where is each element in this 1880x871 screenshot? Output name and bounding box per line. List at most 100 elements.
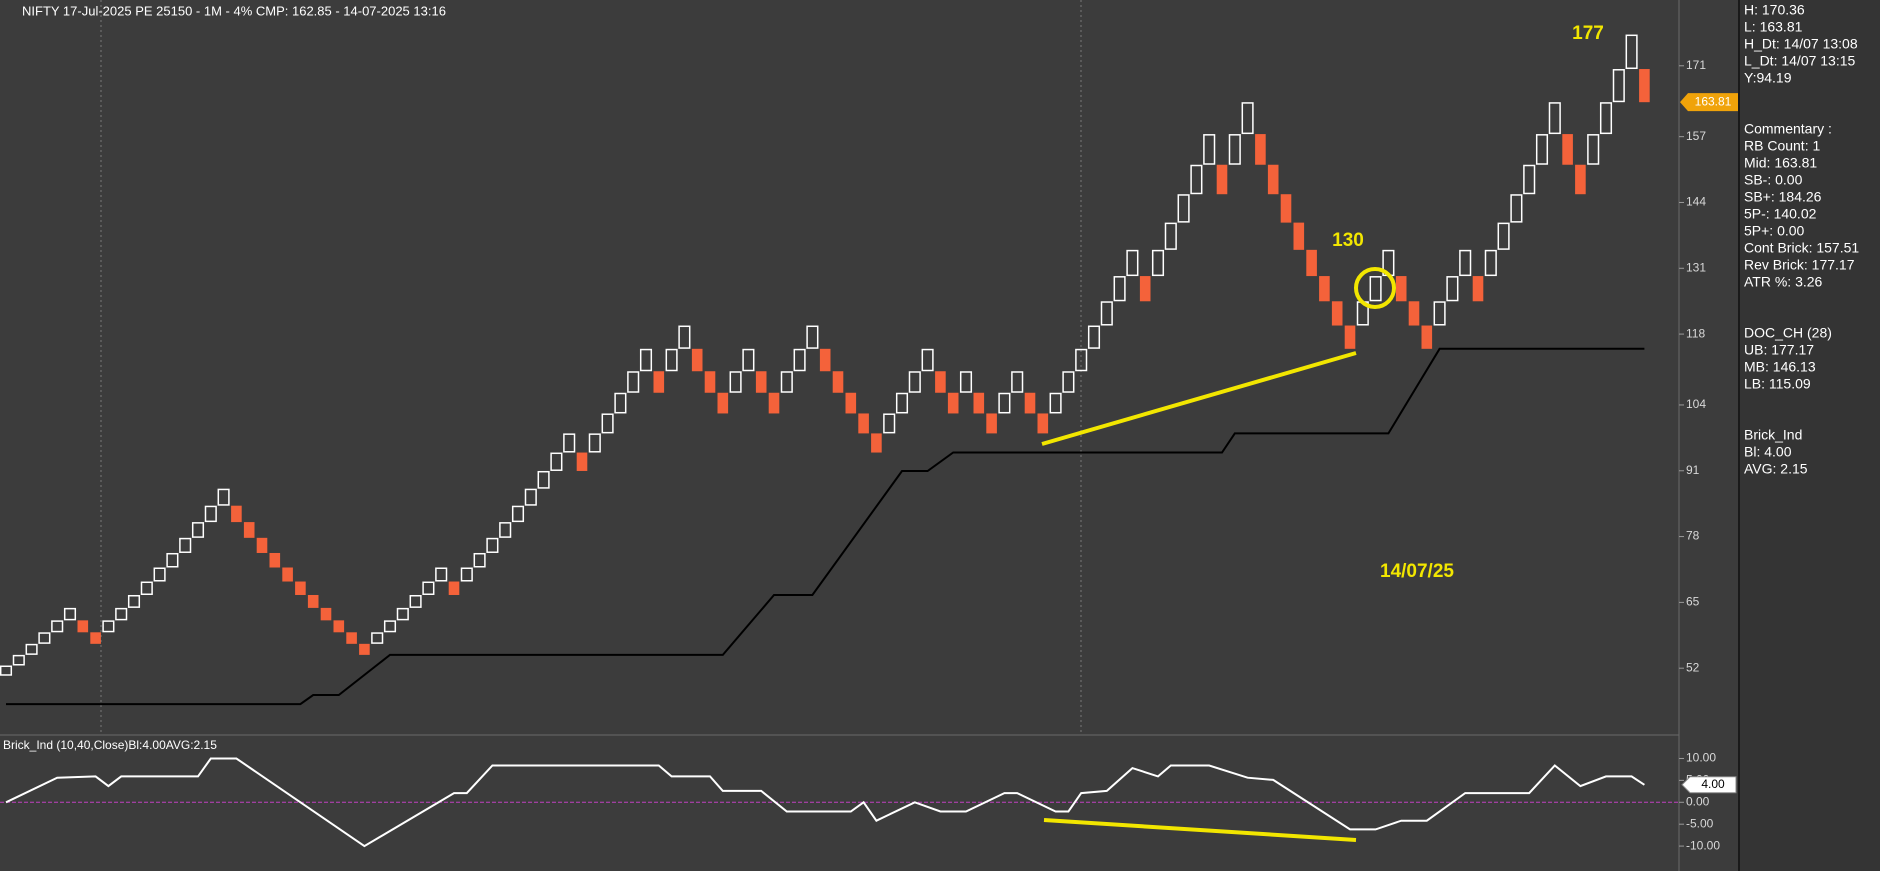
down-brick <box>858 413 869 434</box>
up-brick <box>12 654 25 666</box>
down-brick <box>1344 325 1356 349</box>
info-line: Mid: 163.81 <box>1744 155 1817 171</box>
up-brick <box>1612 69 1625 103</box>
up-brick <box>1087 325 1101 349</box>
y-tick-label: 10.00 <box>1686 751 1716 765</box>
up-brick <box>1113 276 1126 302</box>
up-brick <box>1459 249 1472 277</box>
down-brick <box>935 371 946 393</box>
y-tick-label: 131 <box>1686 260 1706 274</box>
up-brick <box>1190 164 1203 195</box>
up-brick <box>1203 134 1216 165</box>
down-brick <box>871 433 882 453</box>
down-brick <box>1255 134 1266 165</box>
info-line: UB: 177.17 <box>1744 342 1814 358</box>
up-brick <box>1625 34 1638 70</box>
up-brick <box>51 620 64 633</box>
info-line: 5P+: 0.00 <box>1744 223 1805 239</box>
y-tick-label: -5.00 <box>1686 816 1714 830</box>
down-brick <box>1306 249 1317 277</box>
down-brick <box>576 452 588 471</box>
trend-line <box>1041 351 1357 446</box>
up-brick <box>486 537 499 553</box>
down-brick <box>1293 222 1305 250</box>
info-line: 5P-: 140.02 <box>1744 206 1817 222</box>
up-brick <box>115 607 128 621</box>
up-brick <box>409 594 422 608</box>
y-tick-label: 52 <box>1686 660 1700 674</box>
down-brick <box>320 607 332 621</box>
up-brick <box>614 392 627 414</box>
down-brick <box>755 371 767 393</box>
info-line: ATR %: 3.26 <box>1744 274 1823 290</box>
annotation: 130 <box>1332 230 1364 251</box>
up-brick <box>396 607 409 621</box>
y-tick-label: 78 <box>1686 529 1700 543</box>
down-brick <box>1037 413 1049 434</box>
annotation: 14/07/25 <box>1380 561 1454 582</box>
down-brick <box>359 643 370 655</box>
info-line: SB-: 0.00 <box>1744 172 1803 188</box>
down-brick <box>231 505 242 523</box>
down-brick <box>1216 164 1228 195</box>
up-brick <box>511 505 525 523</box>
up-brick <box>550 452 563 471</box>
up-brick <box>793 348 806 372</box>
down-brick <box>768 392 780 414</box>
down-brick <box>986 413 997 434</box>
channel-line <box>6 347 1645 706</box>
down-brick <box>1280 194 1292 223</box>
down-brick <box>653 371 665 393</box>
up-brick <box>1523 164 1536 195</box>
down-brick <box>691 348 703 372</box>
up-brick <box>780 371 793 393</box>
value-tag-label: 4.00 <box>1701 777 1725 791</box>
info-line: SB+: 184.26 <box>1744 189 1822 205</box>
up-brick <box>806 325 819 349</box>
down-brick <box>1331 301 1343 326</box>
up-brick <box>1241 102 1254 135</box>
up-brick <box>371 632 384 644</box>
info-panel: H: 170.36L: 163.81H_Dt: 14/07 13:08L_Dt:… <box>1744 2 1859 477</box>
up-brick <box>1599 102 1613 135</box>
down-brick <box>1395 276 1407 302</box>
up-brick <box>742 348 755 372</box>
y-tick-label: 118 <box>1686 326 1705 340</box>
down-brick <box>717 392 729 414</box>
down-brick <box>1408 301 1420 326</box>
down-brick <box>307 594 319 608</box>
up-brick <box>601 413 614 434</box>
up-brick <box>998 392 1011 414</box>
up-brick <box>1126 249 1139 277</box>
up-brick <box>1075 348 1088 372</box>
up-brick <box>383 620 397 633</box>
up-brick <box>1587 134 1600 165</box>
down-brick <box>1267 164 1279 195</box>
up-brick <box>921 348 934 372</box>
up-brick <box>1228 134 1241 165</box>
info-line: DOC_CH (28) <box>1744 325 1832 341</box>
down-brick <box>269 552 281 568</box>
up-brick <box>217 488 230 506</box>
y-tick-label: 104 <box>1686 397 1706 411</box>
up-brick <box>665 348 678 372</box>
up-brick <box>1548 102 1561 135</box>
up-brick <box>1177 194 1190 223</box>
info-line: L: 163.81 <box>1744 19 1803 35</box>
down-brick <box>819 348 831 372</box>
indicator-pane: 10.005.000.00-5.00-10.004.00 <box>0 751 1737 852</box>
up-brick <box>460 567 473 582</box>
y-tick-label: 91 <box>1686 463 1700 477</box>
up-brick <box>1151 249 1165 277</box>
y-tick-label: 171 <box>1686 58 1706 72</box>
info-line: LB: 115.09 <box>1744 376 1811 392</box>
price-tag-label: 163.81 <box>1695 94 1732 108</box>
down-brick <box>282 567 293 582</box>
down-brick <box>90 632 101 644</box>
up-brick <box>537 470 550 489</box>
y-tick-label: 0.00 <box>1686 794 1710 808</box>
down-brick <box>243 522 255 538</box>
down-brick <box>832 371 844 393</box>
